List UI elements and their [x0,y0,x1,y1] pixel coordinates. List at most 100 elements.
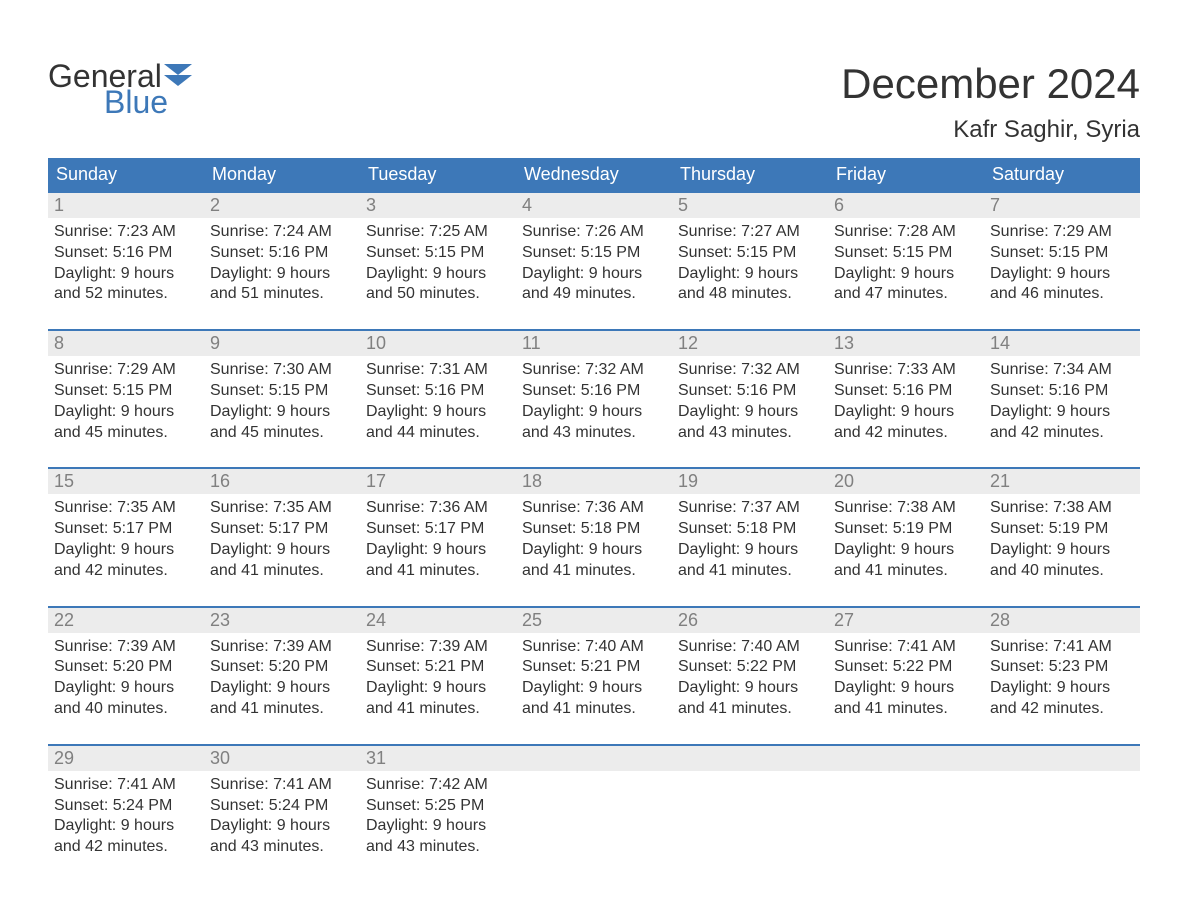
daylight-text-1: Daylight: 9 hours [210,678,354,699]
calendar-day: 20Sunrise: 7:38 AMSunset: 5:19 PMDayligh… [828,469,984,581]
daylight-text-2: and 43 minutes. [210,837,354,858]
sunset-text: Sunset: 5:17 PM [366,519,510,540]
sunrise-text: Sunrise: 7:39 AM [210,637,354,658]
daylight-text-2: and 42 minutes. [990,699,1134,720]
daylight-text-1: Daylight: 9 hours [678,678,822,699]
sunrise-text: Sunrise: 7:41 AM [54,775,198,796]
daylight-text-2: and 51 minutes. [210,284,354,305]
day-body: Sunrise: 7:32 AMSunset: 5:16 PMDaylight:… [672,356,828,443]
sunset-text: Sunset: 5:23 PM [990,657,1134,678]
day-body: Sunrise: 7:40 AMSunset: 5:22 PMDaylight:… [672,633,828,720]
daylight-text-1: Daylight: 9 hours [54,678,198,699]
sunrise-text: Sunrise: 7:27 AM [678,222,822,243]
sunrise-text: Sunrise: 7:39 AM [54,637,198,658]
sunrise-text: Sunrise: 7:32 AM [522,360,666,381]
sunset-text: Sunset: 5:15 PM [678,243,822,264]
day-body: Sunrise: 7:23 AMSunset: 5:16 PMDaylight:… [48,218,204,305]
daylight-text-1: Daylight: 9 hours [522,678,666,699]
day-number: 19 [672,469,828,494]
day-number: 16 [204,469,360,494]
daylight-text-2: and 43 minutes. [366,837,510,858]
daylight-text-1: Daylight: 9 hours [54,402,198,423]
daylight-text-1: Daylight: 9 hours [210,264,354,285]
calendar-day: 25Sunrise: 7:40 AMSunset: 5:21 PMDayligh… [516,608,672,720]
sunset-text: Sunset: 5:15 PM [834,243,978,264]
calendar-day: 4Sunrise: 7:26 AMSunset: 5:15 PMDaylight… [516,193,672,305]
sunset-text: Sunset: 5:19 PM [990,519,1134,540]
daylight-text-1: Daylight: 9 hours [366,816,510,837]
weekday-header: Sunday [48,158,204,191]
day-body: Sunrise: 7:40 AMSunset: 5:21 PMDaylight:… [516,633,672,720]
day-body: Sunrise: 7:31 AMSunset: 5:16 PMDaylight:… [360,356,516,443]
day-number: 29 [48,746,204,771]
day-number-empty [828,746,984,771]
day-number: 23 [204,608,360,633]
daylight-text-1: Daylight: 9 hours [834,264,978,285]
day-body: Sunrise: 7:28 AMSunset: 5:15 PMDaylight:… [828,218,984,305]
sunrise-text: Sunrise: 7:41 AM [834,637,978,658]
sunset-text: Sunset: 5:18 PM [522,519,666,540]
day-number: 11 [516,331,672,356]
sunset-text: Sunset: 5:16 PM [54,243,198,264]
day-number: 9 [204,331,360,356]
sunset-text: Sunset: 5:20 PM [210,657,354,678]
day-body: Sunrise: 7:24 AMSunset: 5:16 PMDaylight:… [204,218,360,305]
calendar-day: 14Sunrise: 7:34 AMSunset: 5:16 PMDayligh… [984,331,1140,443]
daylight-text-2: and 43 minutes. [522,423,666,444]
calendar-day: 12Sunrise: 7:32 AMSunset: 5:16 PMDayligh… [672,331,828,443]
daylight-text-2: and 42 minutes. [990,423,1134,444]
daylight-text-2: and 42 minutes. [834,423,978,444]
calendar-day: 23 Sunrise: 7:39 AMSunset: 5:20 PMDayligh… [204,608,360,720]
daylight-text-2: and 43 minutes. [678,423,822,444]
daylight-text-2: and 52 minutes. [54,284,198,305]
sunrise-text: Sunrise: 7:30 AM [210,360,354,381]
sunset-text: Sunset: 5:16 PM [990,381,1134,402]
calendar-day: 29Sunrise: 7:41 AMSunset: 5:24 PMDayligh… [48,746,204,858]
sunrise-text: Sunrise: 7:32 AM [678,360,822,381]
day-number: 1 [48,193,204,218]
day-body: Sunrise: 7:34 AMSunset: 5:16 PMDaylight:… [984,356,1140,443]
sunrise-text: Sunrise: 7:29 AM [54,360,198,381]
day-number: 10 [360,331,516,356]
calendar-week: 22Sunrise: 7:39 AMSunset: 5:20 PMDayligh… [48,606,1140,720]
daylight-text-1: Daylight: 9 hours [834,402,978,423]
daylight-text-1: Daylight: 9 hours [210,540,354,561]
sunrise-text: Sunrise: 7:28 AM [834,222,978,243]
day-body: Sunrise: 7:36 AMSunset: 5:18 PMDaylight:… [516,494,672,581]
day-number: 2 [204,193,360,218]
daylight-text-1: Daylight: 9 hours [366,540,510,561]
daylight-text-2: and 45 minutes. [54,423,198,444]
calendar-day: 9Sunrise: 7:30 AMSunset: 5:15 PMDaylight… [204,331,360,443]
day-number: 6 [828,193,984,218]
day-body: Sunrise: 7:35 AMSunset: 5:17 PMDaylight:… [48,494,204,581]
calendar-day: 6Sunrise: 7:28 AMSunset: 5:15 PMDaylight… [828,193,984,305]
sunset-text: Sunset: 5:16 PM [366,381,510,402]
day-body: Sunrise: 7:41 AMSunset: 5:22 PMDaylight:… [828,633,984,720]
sunrise-text: Sunrise: 7:41 AM [210,775,354,796]
calendar-week: 8Sunrise: 7:29 AMSunset: 5:15 PMDaylight… [48,329,1140,443]
location-text: Kafr Saghir, Syria [841,116,1140,144]
sunrise-text: Sunrise: 7:42 AM [366,775,510,796]
calendar-day: 22Sunrise: 7:39 AMSunset: 5:20 PMDayligh… [48,608,204,720]
day-body: Sunrise: 7:29 AMSunset: 5:15 PMDaylight:… [984,218,1140,305]
day-number: 21 [984,469,1140,494]
daylight-text-1: Daylight: 9 hours [366,402,510,423]
day-body: Sunrise: 7:27 AMSunset: 5:15 PMDaylight:… [672,218,828,305]
day-body: Sunrise: 7:42 AMSunset: 5:25 PMDaylight:… [360,771,516,858]
sunrise-text: Sunrise: 7:25 AM [366,222,510,243]
daylight-text-1: Daylight: 9 hours [366,264,510,285]
weekday-header: Wednesday [516,158,672,191]
day-body: Sunrise: 7:29 AMSunset: 5:15 PMDaylight:… [48,356,204,443]
day-number-empty [516,746,672,771]
sunrise-text: Sunrise: 7:34 AM [990,360,1134,381]
day-number: 22 [48,608,204,633]
day-number: 18 [516,469,672,494]
sunrise-text: Sunrise: 7:33 AM [834,360,978,381]
daylight-text-1: Daylight: 9 hours [678,264,822,285]
calendar-day: 31Sunrise: 7:42 AMSunset: 5:25 PMDayligh… [360,746,516,858]
daylight-text-2: and 41 minutes. [522,561,666,582]
sunset-text: Sunset: 5:21 PM [522,657,666,678]
calendar-day: 10Sunrise: 7:31 AMSunset: 5:16 PMDayligh… [360,331,516,443]
weekday-header: Friday [828,158,984,191]
daylight-text-1: Daylight: 9 hours [522,540,666,561]
